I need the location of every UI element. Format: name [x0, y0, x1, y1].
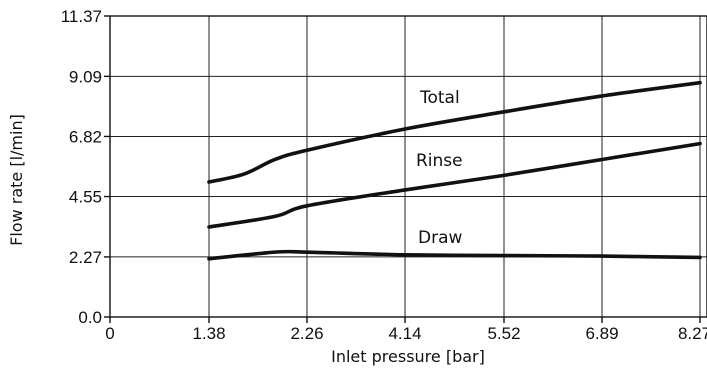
plot-area-border: [104, 15, 707, 323]
series-line-rinse: [207, 141, 702, 229]
series-lines: [207, 80, 702, 261]
y-tick-label: 2.27: [69, 248, 102, 267]
plot-border: [109, 15, 707, 318]
x-tick-label: 1.38: [192, 324, 225, 343]
x-tick-label: 8.27: [678, 324, 707, 343]
x-tick-label: 5.52: [487, 324, 520, 343]
series-line-total: [207, 80, 702, 184]
y-tick-label: 0.0: [78, 308, 102, 327]
x-tick-label: 6.89: [585, 324, 618, 343]
x-axis-title: Inlet pressure [bar]: [331, 347, 485, 366]
series-label-total: Total: [419, 88, 460, 108]
series-label-rinse: Rinse: [416, 151, 463, 171]
series-labels: Total Rinse Draw: [416, 88, 463, 248]
y-tick-label: 4.55: [69, 188, 102, 207]
x-tick-label: 4.14: [388, 324, 421, 343]
y-tick-label: 9.09: [69, 67, 102, 86]
x-tick-label: 0: [105, 324, 114, 343]
series-line-draw: [207, 249, 702, 261]
y-tick-label: 11.37: [61, 7, 102, 26]
x-tick-label: 2.26: [290, 324, 323, 343]
y-axis-title: Flow rate [l/min]: [7, 114, 26, 246]
y-tick-label: 6.82: [69, 127, 102, 146]
gridlines: [110, 16, 707, 317]
y-tick-labels: 0.0 2.27 4.55 6.82 9.09 11.37: [61, 7, 102, 327]
series-label-draw: Draw: [418, 228, 462, 248]
x-tick-labels: 0 1.38 2.26 4.14 5.52 6.89 8.27: [105, 324, 707, 343]
